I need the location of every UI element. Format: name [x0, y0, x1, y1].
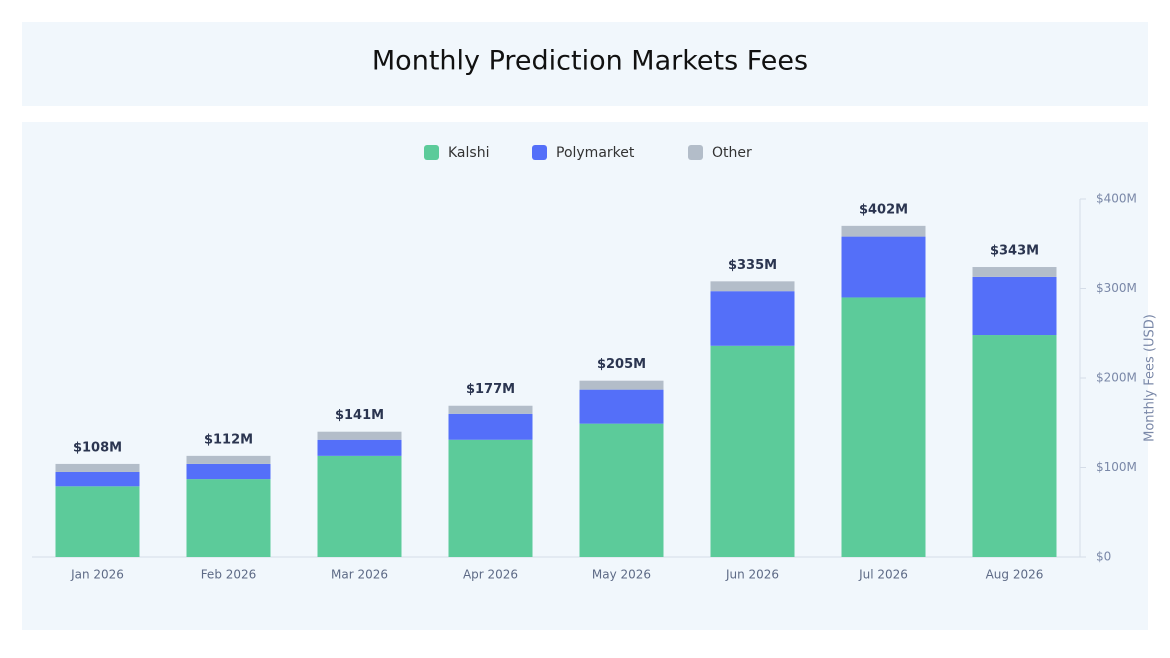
bar-segment — [317, 439, 402, 456]
legend-swatch — [532, 145, 547, 160]
bar-segment — [710, 291, 795, 346]
legend-label: Polymarket — [556, 145, 635, 161]
bar-segment — [448, 413, 533, 440]
bar-segment — [448, 439, 533, 557]
bar-segment — [841, 236, 926, 298]
bar-segment — [710, 281, 795, 292]
x-tick-label: Jul 2026 — [858, 568, 908, 582]
total-label: $112M — [204, 432, 253, 447]
bar-segment — [972, 276, 1057, 336]
bar-segment — [186, 479, 271, 557]
bar-segment — [55, 471, 140, 487]
bar-segment — [710, 345, 795, 557]
bar-segment — [448, 405, 533, 414]
y-tick-label: $200M — [1096, 371, 1137, 385]
legend-label: Kalshi — [448, 145, 489, 161]
total-label: $343M — [990, 244, 1039, 259]
y-tick-label: $300M — [1096, 281, 1137, 295]
x-tick-label: Jun 2026 — [725, 568, 779, 582]
bar-segment — [186, 463, 271, 480]
x-tick-label: Jan 2026 — [70, 568, 124, 582]
bar-segment — [579, 423, 664, 557]
x-tick-label: May 2026 — [592, 568, 651, 582]
x-tick-label: Mar 2026 — [331, 568, 388, 582]
bar-segment — [841, 297, 926, 557]
total-label: $335M — [728, 258, 777, 273]
bar-segment — [579, 389, 664, 424]
chart-title: Monthly Prediction Markets Fees — [372, 46, 808, 77]
y-tick-label: $0 — [1096, 550, 1111, 564]
bar-segment — [55, 463, 140, 472]
bar-segment — [841, 225, 926, 237]
x-tick-label: Feb 2026 — [201, 568, 257, 582]
title-panel — [22, 22, 1148, 106]
bar-segment — [972, 335, 1057, 557]
legend-label: Other — [712, 145, 752, 161]
total-label: $402M — [859, 202, 908, 217]
y-axis-title: Monthly Fees (USD) — [1143, 314, 1158, 442]
x-tick-label: Aug 2026 — [986, 568, 1044, 582]
total-label: $108M — [73, 440, 122, 455]
x-tick-label: Apr 2026 — [463, 568, 518, 582]
total-label: $141M — [335, 408, 384, 423]
legend-swatch — [688, 145, 703, 160]
total-label: $177M — [466, 382, 515, 397]
bar-segment — [972, 267, 1057, 277]
bar-segment — [55, 486, 140, 557]
bar-segment — [579, 380, 664, 390]
bar-segment — [317, 431, 402, 440]
y-tick-label: $400M — [1096, 192, 1137, 206]
legend-swatch — [424, 145, 439, 160]
bar-segment — [186, 455, 271, 464]
total-label: $205M — [597, 357, 646, 372]
y-tick-label: $100M — [1096, 460, 1137, 474]
bar-segment — [317, 455, 402, 557]
